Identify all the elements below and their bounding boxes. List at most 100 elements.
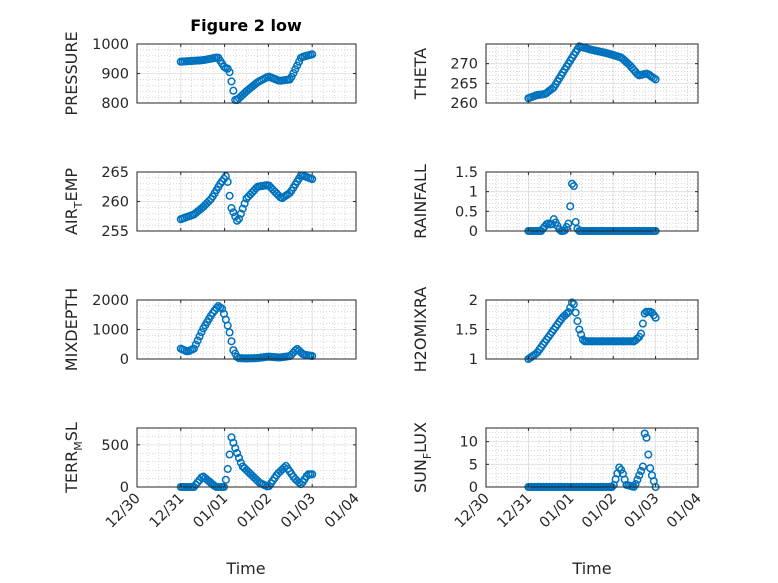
data-point (635, 471, 644, 480)
x-tick-label: 12/30 (452, 491, 493, 532)
y-tick-label: 10 (460, 435, 478, 451)
data-point (575, 325, 584, 334)
data-point (223, 321, 232, 330)
data-point (646, 464, 655, 473)
data-series (524, 429, 660, 492)
data-point (651, 75, 660, 84)
data-point (234, 214, 244, 223)
data-point (308, 50, 317, 59)
y-axis-label-subscript: F (421, 453, 434, 459)
y-axis-label: THETA (411, 48, 430, 100)
x-tick-label: 01/01 (191, 491, 232, 532)
data-point (567, 298, 577, 307)
y-tick-label: 5 (469, 457, 478, 473)
data-point (291, 65, 300, 74)
y-tick-label: 0 (469, 224, 478, 240)
data-series (524, 42, 660, 103)
grid (136, 427, 357, 488)
y-axis-label: PRESSURE (62, 31, 81, 115)
data-point (221, 475, 230, 484)
y-axis-label-main: THETA (411, 48, 430, 100)
data-point (234, 453, 244, 462)
y-axis-label-subscript: T (72, 201, 85, 209)
y-axis-label-main: H2OMIXRA (411, 287, 430, 373)
data-point (233, 449, 242, 458)
y-tick-label: 265 (450, 76, 478, 92)
x-axis-label-right: Time (571, 559, 611, 578)
y-tick-label: 270 (450, 57, 478, 73)
x-tick-label: 01/04 (664, 491, 705, 532)
data-point (236, 209, 245, 218)
data-point (236, 458, 245, 467)
x-tick-label: 12/31 (494, 491, 535, 532)
data-point (566, 202, 575, 211)
data-point (193, 336, 202, 345)
axes-box (485, 171, 699, 232)
data-point (569, 300, 578, 309)
data-point (189, 344, 198, 353)
y-axis-label: MIXDEPTH (62, 288, 81, 371)
data-point (293, 61, 302, 70)
data-series (176, 171, 317, 225)
data-point (231, 444, 240, 453)
y-tick-label: 260 (101, 195, 129, 211)
y-axis-label-rest: SL (62, 422, 81, 441)
data-point (633, 475, 642, 484)
data-point (644, 450, 653, 459)
data-point (569, 181, 578, 191)
y-axis-label-main: RAINFALL (411, 164, 430, 239)
data-point (225, 450, 234, 459)
data-point (225, 68, 234, 77)
data-series (176, 302, 317, 363)
y-tick-label: 1000 (92, 323, 129, 339)
y-tick-label: 1000 (92, 37, 129, 53)
chart-panel-right-4: 12/30 12/31 01/01 01/02 01/03 01/04 0 5 10 SUNFLU… (411, 422, 705, 531)
chart-panel-left-4: 12/30 12/31 01/01 01/02 01/03 01/04 0 500 TERRMS… (62, 422, 363, 531)
y-axis-label: TERRMSL (62, 422, 85, 494)
data-point (577, 330, 586, 339)
x-tick-label: 12/30 (103, 491, 144, 532)
y-tick-label: 2 (469, 293, 478, 309)
y-tick-label: 1 (469, 352, 478, 368)
figure-title: Figure 2 low (190, 16, 302, 35)
axes-box (485, 427, 699, 488)
data-point (637, 329, 646, 338)
y-tick-label: 0.5 (455, 204, 478, 220)
y-tick-label: 1.5 (455, 165, 478, 181)
chart-panel-right-3: 1 1.5 2 H2OMIXRA (411, 287, 699, 373)
y-tick-label: 900 (101, 67, 129, 83)
axes-box (485, 43, 699, 104)
data-point (295, 478, 304, 487)
y-tick-label: 0 (120, 480, 129, 496)
x-tick-label: 01/01 (537, 491, 578, 532)
data-point (571, 308, 580, 317)
y-axis-label-main: PRESSURE (62, 31, 81, 115)
data-point (642, 433, 651, 442)
data-point (238, 204, 247, 213)
grid (485, 299, 699, 360)
data-point (218, 304, 227, 313)
y-tick-label: 800 (101, 96, 129, 112)
data-point (308, 470, 317, 479)
data-point (640, 429, 649, 438)
x-tick-label: 01/04 (322, 491, 363, 532)
data-point (279, 463, 289, 472)
y-axis-label-main: TERR (62, 451, 81, 494)
y-tick-label: 0 (469, 480, 478, 496)
data-point (638, 462, 647, 471)
x-tick-label: 01/02 (234, 491, 275, 532)
data-point (571, 217, 580, 227)
chart-panel-left-1: 800 900 1000 PRESSURE (62, 31, 357, 116)
y-axis-label-main: SUN (411, 459, 430, 493)
data-point (227, 77, 236, 86)
chart-panel-right-1: 260 265 270 THETA (411, 42, 699, 112)
data-point (227, 337, 236, 346)
y-axis-label-subscript: M (72, 441, 85, 451)
x-tick-label: 12/31 (147, 491, 188, 532)
grid (485, 171, 699, 232)
y-axis-label-rest: EMP (62, 168, 81, 202)
data-series (176, 50, 317, 105)
axes-box (136, 427, 357, 488)
x-tick-label: 01/02 (579, 491, 620, 532)
